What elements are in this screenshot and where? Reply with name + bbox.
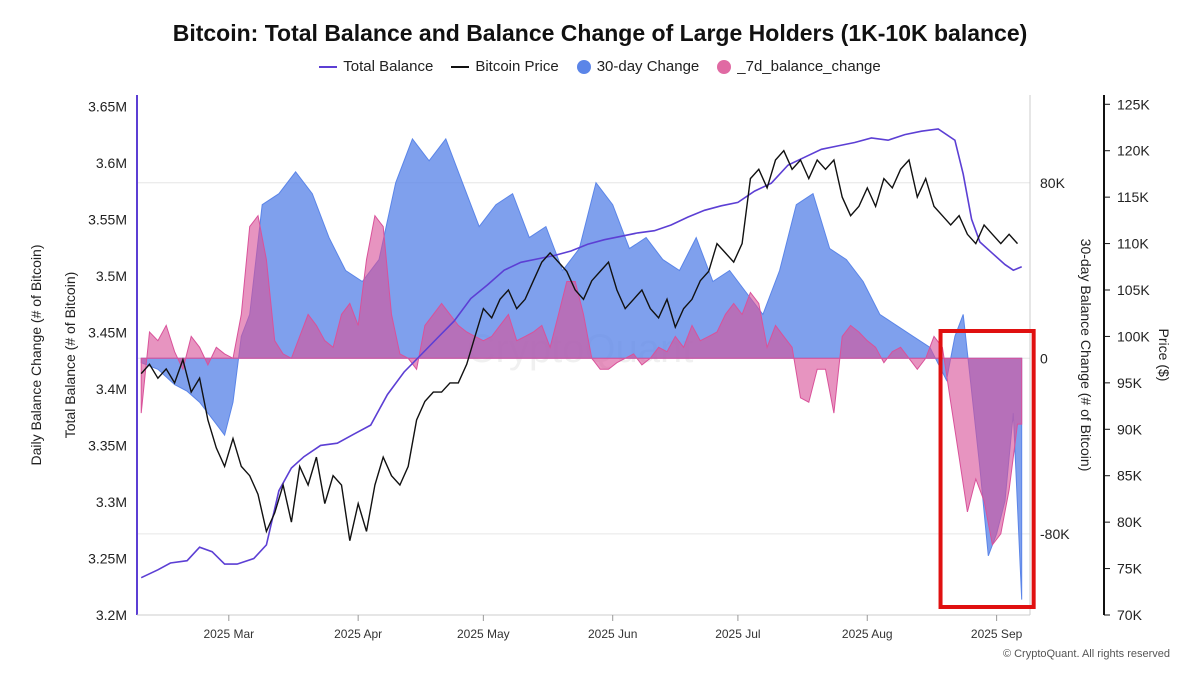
x-tick-label: 2025 Jul (715, 627, 760, 641)
areas (140, 137, 1023, 600)
price-tick-label: 115K (1117, 189, 1149, 205)
price-tick-label: 95K (1117, 375, 1143, 391)
price-tick-label: 125K (1117, 96, 1150, 112)
chart-title: Bitcoin: Total Balance and Balance Chang… (172, 20, 1028, 46)
balance-tick-label: 3.5M (96, 268, 127, 284)
area-7d-change (140, 214, 1023, 546)
price-tick-label: 70K (1117, 607, 1143, 623)
change-tick-label: -80K (1040, 526, 1070, 542)
legend-swatch-30d-change (576, 59, 591, 74)
right-inner-axis-title: 30-day Balance Change (# of Bitcoin) (1078, 239, 1094, 472)
balance-tick-label: 3.3M (96, 494, 127, 510)
x-tick-label: 2025 Jun (588, 627, 637, 641)
legend-swatch-bitcoin-price (451, 65, 470, 68)
x-tick-label: 2025 Aug (842, 627, 893, 641)
price-tick-label: 105K (1117, 282, 1150, 298)
price-tick-label: 80K (1117, 514, 1143, 530)
balance-tick-label: 3.25M (88, 550, 127, 566)
balance-tick-label: 3.35M (88, 437, 127, 453)
legend-item-7d-change[interactable]: _7d_balance_change (717, 58, 881, 75)
change-tick-label: 0 (1040, 350, 1048, 366)
balance-tick-label: 3.55M (88, 211, 127, 227)
price-tick-label: 75K (1117, 561, 1143, 577)
left-inner-axis-title: Total Balance (# of Bitcoin) (62, 272, 78, 439)
legend-label-bitcoin-price: Bitcoin Price (475, 58, 559, 75)
price-tick-label: 110K (1117, 236, 1149, 252)
price-tick-label: 90K (1117, 421, 1143, 437)
price-tick-label: 100K (1117, 328, 1150, 344)
change-tick-label: 80K (1040, 175, 1066, 191)
legend-swatch-7d-change (717, 59, 732, 74)
x-tick-label: 2025 Sep (971, 627, 1023, 641)
left-outer-axis-title: Daily Balance Change (# of Bitcoin) (28, 244, 44, 465)
lines (140, 128, 1023, 579)
legend-swatch-total-balance (319, 65, 338, 68)
balance-tick-label: 3.45M (88, 324, 127, 340)
right-outer-axis-title: Price ($) (1156, 329, 1172, 382)
balance-tick-label: 3.2M (96, 607, 127, 623)
balance-tick-label: 3.4M (96, 381, 127, 397)
x-tick-label: 2025 May (457, 627, 510, 641)
copyright-footer: © CryptoQuant. All rights reserved (1002, 648, 1170, 660)
legend-item-total-balance[interactable]: Total Balance (319, 58, 433, 75)
legend-item-bitcoin-price[interactable]: Bitcoin Price (451, 58, 559, 75)
x-tick-label: 2025 Apr (334, 627, 382, 641)
highlight-box (938, 329, 1036, 609)
axes (136, 95, 1105, 616)
legend-label-7d-change: _7d_balance_change (737, 58, 881, 75)
line-bitcoin-price (140, 149, 1019, 541)
highlight-box-group (938, 329, 1036, 609)
tick-labels: 3.2M 3.25M 3.3M 3.35M 3.4M 3.45M 3.5M 3.55M 3.6M… (88, 96, 1150, 641)
legend-label-30d-change: 30-day Change (596, 58, 700, 75)
x-tick-label: 2025 Mar (203, 627, 254, 641)
balance-tick-label: 3.65M (88, 98, 127, 114)
legend-label-total-balance: Total Balance (343, 58, 434, 75)
axis-titles: Daily Balance Change (# of Bitcoin) Total… (28, 239, 1172, 472)
price-tick-label: 85K (1117, 468, 1143, 484)
line-total-balance (140, 128, 1023, 579)
balance-tick-label: 3.6M (96, 155, 127, 171)
price-tick-label: 120K (1117, 143, 1150, 159)
legend-item-30d-change[interactable]: 30-day Change (576, 58, 700, 75)
legend: Total Balance Bitcoin Price 30-day Chang… (0, 58, 1200, 75)
